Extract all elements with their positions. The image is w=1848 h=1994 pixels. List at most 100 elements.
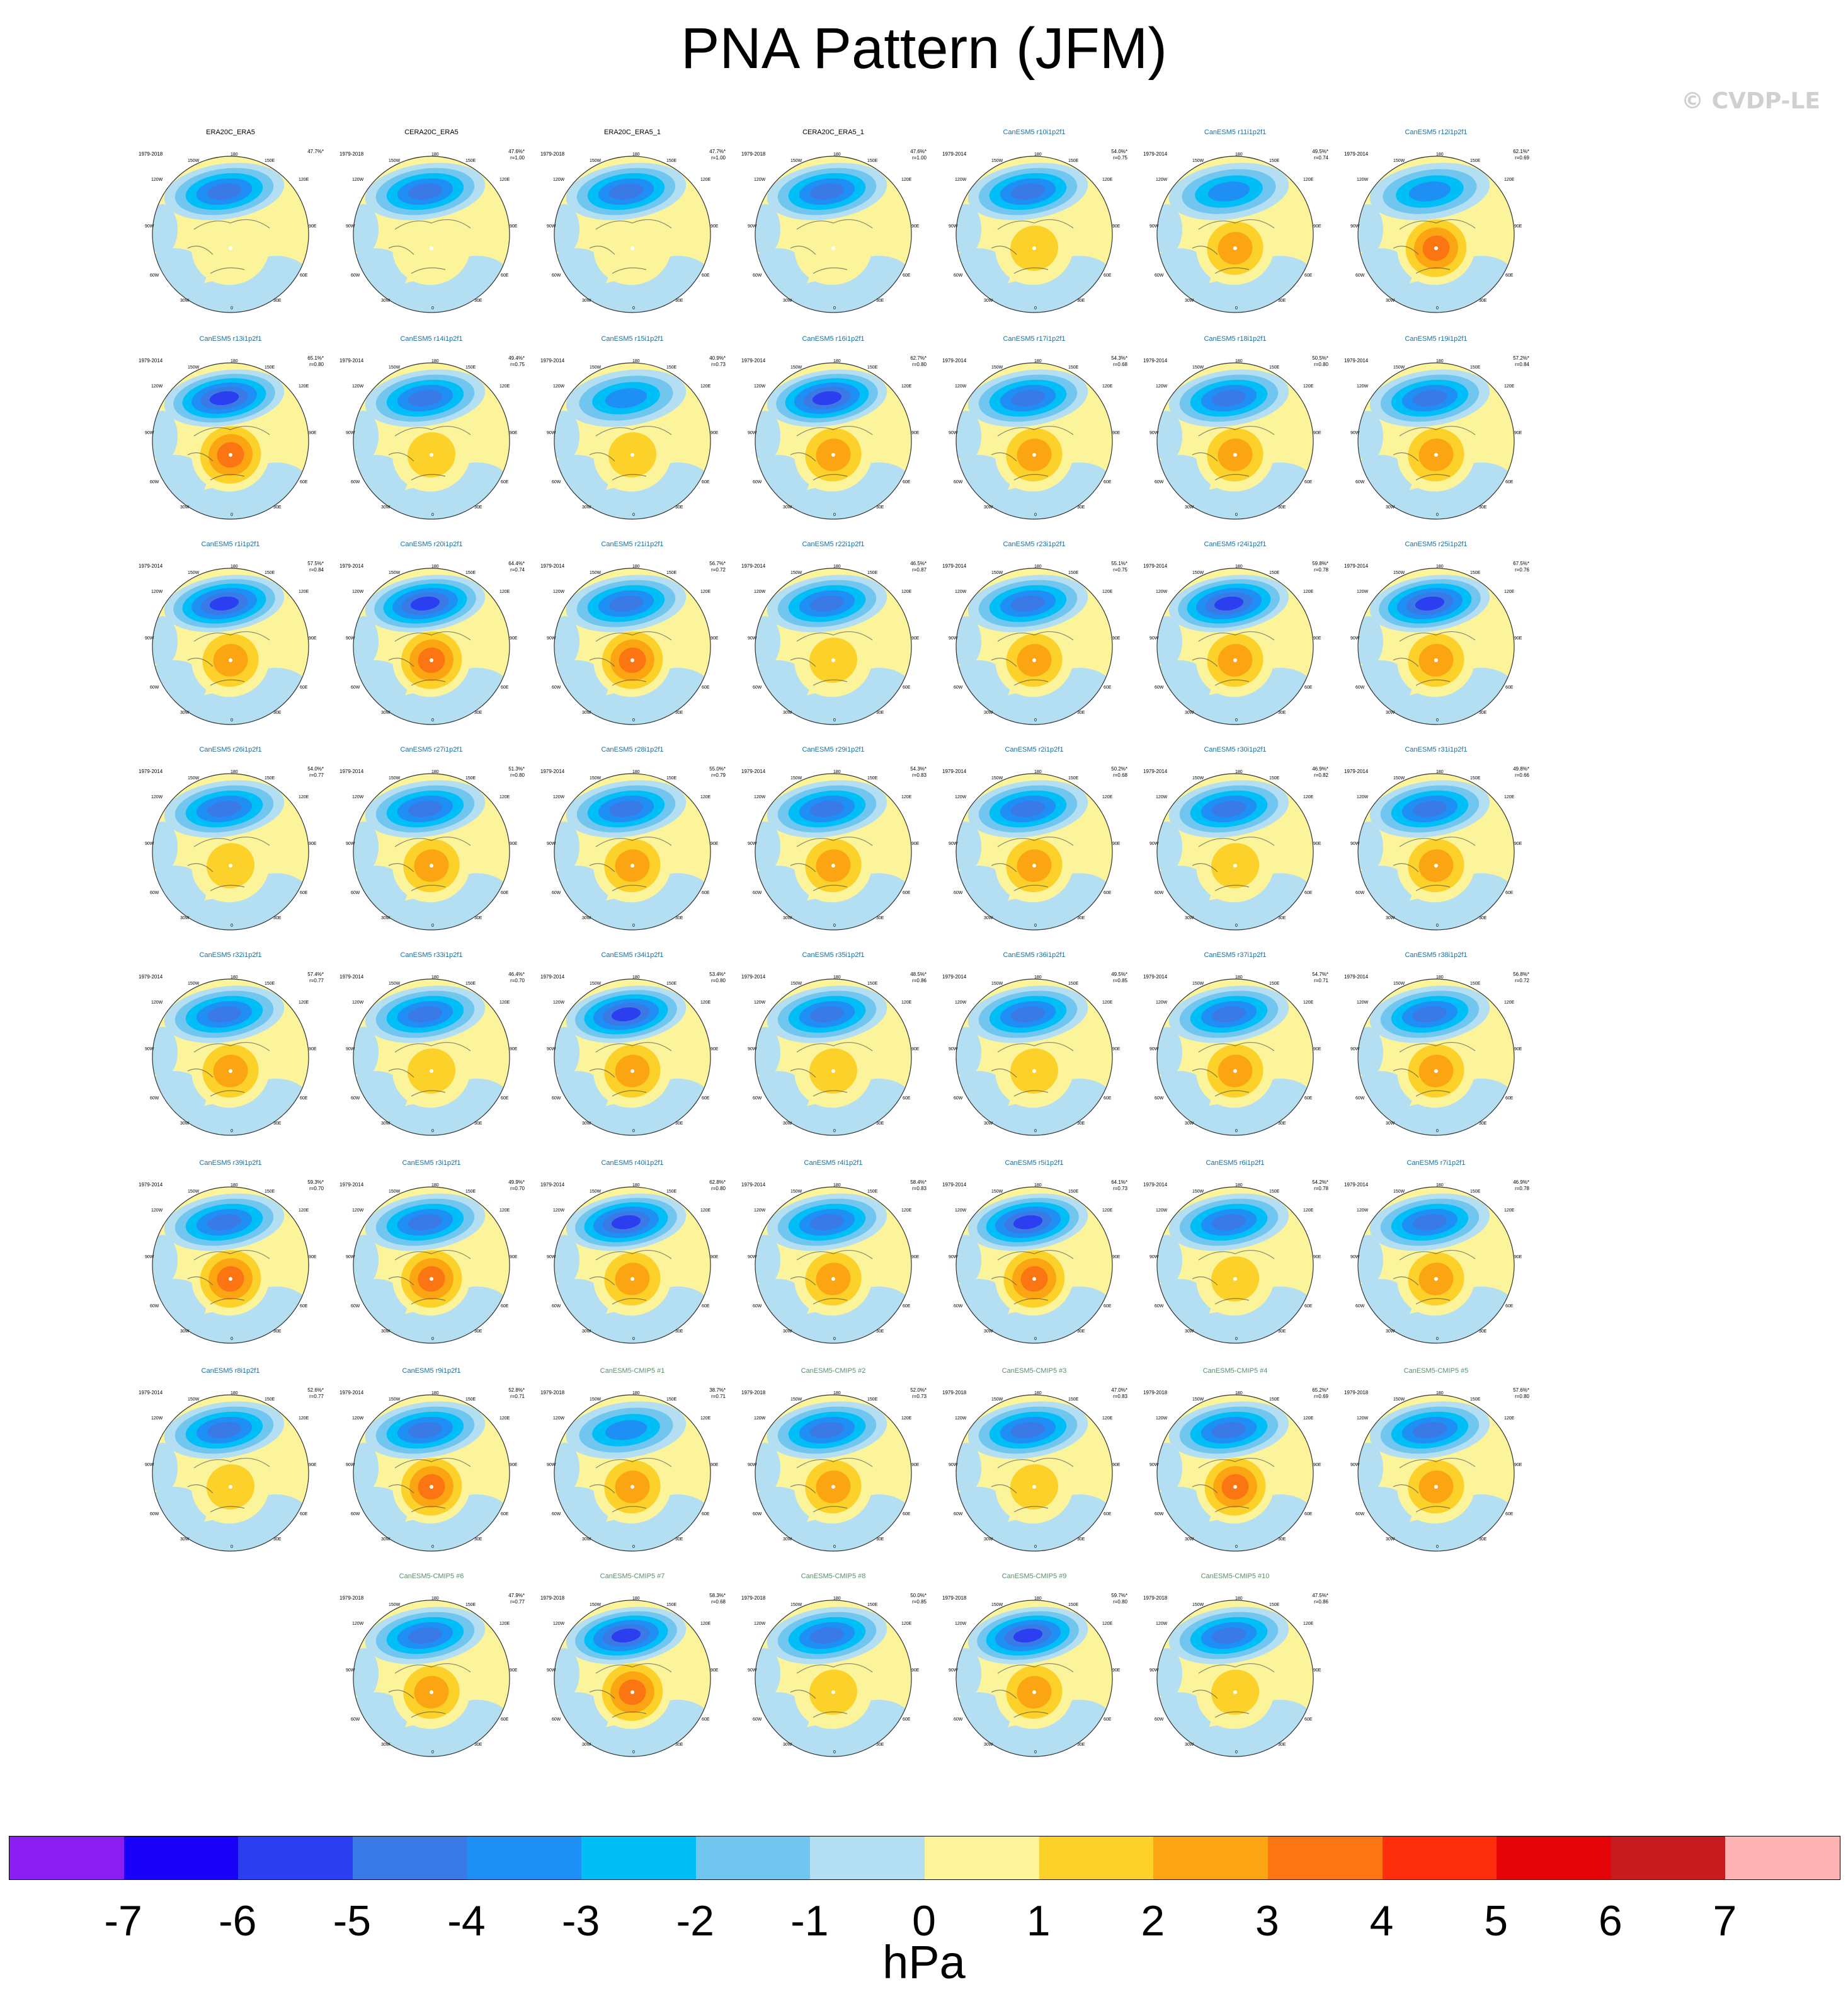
- longitude-label: 120W: [955, 1208, 967, 1213]
- longitude-label: 90E: [1112, 1255, 1121, 1259]
- longitude-label: 120W: [352, 178, 364, 182]
- longitude-label: 30E: [1077, 299, 1085, 303]
- longitude-label: 180: [632, 1183, 640, 1188]
- map-panel: CanESM5 r25i1p2f1 1979-2014 67.5%* r=0.76 18…: [1340, 541, 1532, 736]
- panel-title: CanESM5 r5i1p2f1: [1005, 1159, 1064, 1167]
- polar-map: [554, 1186, 711, 1344]
- longitude-label: 150W: [790, 1189, 802, 1194]
- panel-stats: 55.0%* r=0.79: [709, 766, 726, 779]
- atlantic-low-region: [1241, 1310, 1292, 1338]
- longitude-label: 30W: [180, 711, 190, 715]
- longitude-label: 90W: [748, 636, 757, 641]
- longitude-label: 0: [833, 1337, 836, 1341]
- longitude-label: 90W: [346, 636, 355, 641]
- panel-title: CanESM5 r9i1p2f1: [402, 1367, 461, 1375]
- map-boundary: [152, 156, 309, 313]
- weak-negative-region: [1358, 1235, 1383, 1285]
- longitude-label: 120W: [1357, 1000, 1369, 1005]
- longitude-label: 120W: [754, 1000, 766, 1005]
- longitude-label: 90E: [510, 224, 518, 229]
- longitude-label: 90E: [911, 1255, 920, 1259]
- longitude-label: 180: [1436, 1183, 1444, 1188]
- longitude-label: 90W: [949, 1255, 958, 1259]
- panel-pattern-correlation: r=0.74: [510, 567, 525, 573]
- longitude-label: 90E: [710, 1255, 719, 1259]
- panel-years: 1979-2014: [741, 974, 766, 980]
- longitude-label: 30W: [582, 1743, 591, 1747]
- panel-title: CanESM5 r38i1p2f1: [1405, 951, 1468, 959]
- pacific-low-region: [1412, 389, 1447, 407]
- panel-title: CanESM5 r17i1p2f1: [1003, 335, 1066, 343]
- longitude-label: 30W: [381, 1121, 391, 1126]
- pacific-low-region: [408, 183, 443, 200]
- longitude-label: 120E: [901, 590, 912, 594]
- pacific-low-region: [1013, 1628, 1043, 1643]
- panel-title: CanESM5 r32i1p2f1: [199, 951, 262, 959]
- longitude-label: 90W: [145, 636, 154, 641]
- pole-marker: [831, 1485, 835, 1489]
- panel-title: CanESM5 r16i1p2f1: [802, 335, 865, 343]
- pole-marker: [1032, 1690, 1036, 1694]
- longitude-label: 0: [1436, 718, 1439, 723]
- colorbar-swatch: [123, 1836, 239, 1879]
- panel-years: 1979-2014: [1344, 1182, 1369, 1188]
- longitude-label: 150E: [465, 1189, 476, 1194]
- longitude-label: 150E: [867, 982, 878, 986]
- panel-variance-explained: 47.6%*: [508, 149, 525, 154]
- longitude-label: 180: [632, 1596, 640, 1601]
- map-boundary: [353, 362, 510, 520]
- longitude-label: 120E: [700, 1208, 711, 1213]
- longitude-label: 30E: [675, 505, 683, 510]
- longitude-label: 30E: [474, 1537, 482, 1542]
- longitude-label: 150E: [465, 1397, 476, 1402]
- panel-years: 1979-2018: [139, 151, 163, 157]
- pacific-low-region: [809, 1421, 845, 1439]
- longitude-label: 60W: [552, 1512, 561, 1516]
- pole-marker: [1233, 246, 1237, 250]
- weak-negative-region: [1157, 822, 1182, 872]
- longitude-label: 180: [1235, 975, 1243, 980]
- longitude-label: 120E: [700, 590, 711, 594]
- longitude-label: 90W: [1350, 1047, 1360, 1051]
- atlantic-low-region: [840, 1518, 890, 1546]
- polar-map: [554, 156, 711, 313]
- longitude-label: 60W: [954, 1717, 963, 1722]
- coastline: [991, 219, 1074, 274]
- atlantic-low-region: [1442, 1103, 1493, 1130]
- panel-title: CanESM5 r26i1p2f1: [199, 746, 262, 753]
- map-panel: CanESM5 r31i1p2f1 1979-2014 49.8%* r=0.66 18…: [1340, 746, 1532, 941]
- colorbar-tick-label: -3: [561, 1897, 600, 1945]
- longitude-label: 150E: [867, 1603, 878, 1607]
- longitude-label: 150E: [1470, 776, 1481, 781]
- panel-years: 1979-2018: [1143, 1390, 1168, 1395]
- longitude-label: 60E: [702, 685, 710, 690]
- panel-stats: 47.6%* r=1.00: [508, 149, 525, 161]
- colorbar-unit-label: hPa: [882, 1936, 966, 1988]
- pacific-low-region: [209, 391, 239, 406]
- pole-marker: [1032, 658, 1036, 662]
- polar-map: [955, 978, 1113, 1136]
- longitude-label: 0: [231, 513, 233, 517]
- longitude-label: 150E: [1470, 365, 1481, 370]
- longitude-label: 120E: [499, 384, 510, 389]
- longitude-label: 180: [431, 1391, 439, 1395]
- panel-title: CanESM5 r19i1p2f1: [1405, 335, 1468, 343]
- pole-marker: [1434, 1485, 1438, 1489]
- panel-pattern-correlation: r=0.84: [309, 567, 324, 573]
- map-panel: CanESM5 r7i1p2f1 1979-2014 46.9%* r=0.78 180…: [1340, 1159, 1532, 1355]
- atlantic-low-region: [1041, 1310, 1091, 1338]
- longitude-label: 120E: [499, 178, 510, 182]
- longitude-label: 120W: [1156, 795, 1168, 799]
- longitude-label: 120W: [1156, 590, 1168, 594]
- coastline: [1393, 1458, 1476, 1513]
- panel-pattern-correlation: r=0.72: [711, 567, 726, 573]
- longitude-label: 150W: [790, 776, 802, 781]
- longitude-label: 90W: [145, 224, 154, 229]
- panel-stats: 56.7%* r=0.72: [709, 561, 726, 573]
- panel-stats: 46.4%* r=0.70: [508, 971, 525, 984]
- weak-negative-region: [1157, 411, 1182, 461]
- longitude-label: 120W: [955, 1416, 967, 1421]
- longitude-label: 150W: [790, 159, 802, 163]
- longitude-label: 180: [1034, 359, 1042, 364]
- longitude-label: 120W: [151, 178, 163, 182]
